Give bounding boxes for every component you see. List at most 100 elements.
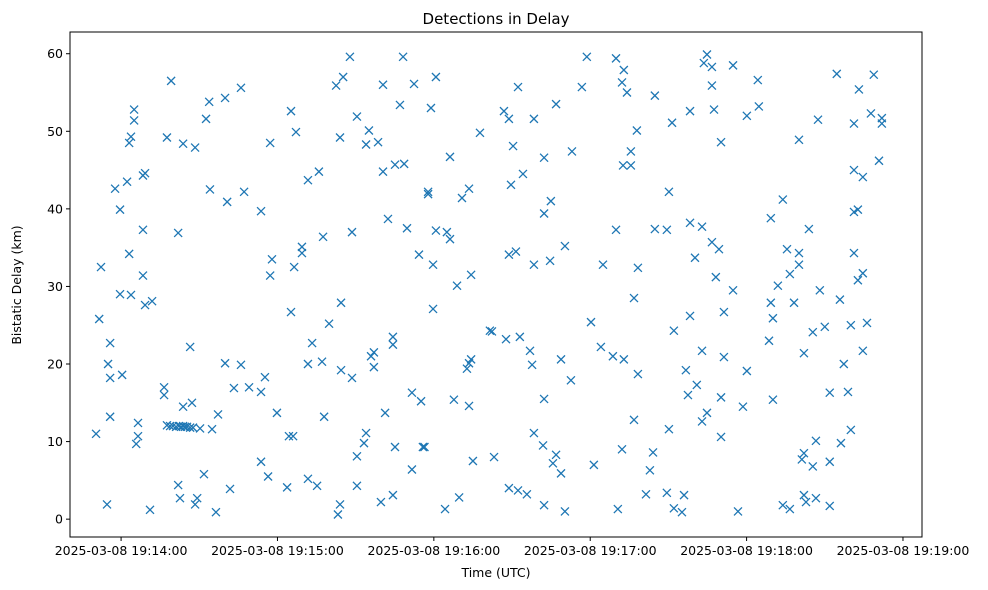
data-point-marker [454,492,464,502]
data-point-marker [204,97,214,107]
data-point-marker [619,354,629,364]
data-point-marker [318,232,328,242]
data-point-marker [124,138,134,148]
data-point-marker [825,501,835,511]
data-point-marker [567,147,577,156]
data-point-marker [874,156,884,166]
data-point-marker [140,168,150,178]
data-point-marker [617,77,627,87]
data-point-marker [124,249,134,259]
data-point-marker [716,137,726,147]
data-point-marker [487,326,497,336]
data-point-marker [586,317,596,327]
data-point-marker [175,493,185,503]
data-points [91,50,887,519]
data-point-marker [201,114,211,124]
data-point-marker [423,187,433,197]
data-point-marker [645,465,655,475]
data-point-marker [808,461,818,471]
data-point-marker [419,442,429,452]
data-point-marker [785,269,795,279]
data-point-marker [709,105,719,115]
data-point-marker [445,234,455,244]
data-point-marker [501,334,511,344]
data-point-marker [390,442,400,452]
data-point-marker [697,222,707,232]
data-point-marker [286,307,296,317]
data-point-marker [129,105,139,115]
data-point-marker [551,99,561,109]
data-point-marker [773,281,783,291]
data-point-marker [766,298,776,308]
y-tick-label: 60 [47,46,63,61]
y-tick-label: 10 [47,434,63,449]
data-point-marker [702,408,712,418]
data-point-marker [489,452,499,462]
data-point-marker [225,484,235,494]
y-tick-label: 30 [47,279,63,294]
data-point-marker [801,497,811,507]
data-point-marker [846,320,856,330]
data-point-marker [347,373,357,383]
data-point-marker [690,253,700,263]
data-point-marker [545,256,555,266]
data-point-marker [140,300,150,310]
data-point-marker [869,70,879,80]
data-point-marker [539,394,549,404]
data-point-marker [582,52,592,62]
data-point-marker [418,442,428,452]
data-point-marker [220,358,230,368]
data-point-marker [862,318,872,328]
data-point-marker [669,326,679,336]
data-point-marker [91,429,101,439]
data-point-marker [804,224,814,234]
data-point-marker [711,272,721,282]
plot-frame [69,31,923,538]
data-point-marker [849,165,859,175]
data-point-marker [546,196,556,206]
data-point-marker [538,441,548,450]
data-point-marker [333,510,343,519]
data-point-marker [702,50,712,59]
data-point-marker [619,65,629,75]
data-point-marker [284,431,294,441]
data-point-marker [126,132,136,142]
data-point-marker [359,438,369,448]
data-point-marker [566,375,576,385]
data-point-marker [188,423,198,433]
data-point-marker [560,241,570,251]
data-point-marker [159,390,169,400]
chart-title: Detections in Delay [423,10,570,28]
data-point-marker [211,507,221,517]
data-point-marker [126,290,136,300]
data-point-marker [648,447,658,457]
data-point-marker [288,431,298,441]
data-point-marker [213,409,223,419]
data-point-marker [138,271,148,281]
data-point-marker [504,250,514,260]
data-point-marker [836,438,846,448]
data-point-marker [539,209,549,218]
data-point-marker [835,295,845,305]
data-point-marker [265,271,275,281]
data-point-marker [716,432,726,442]
data-point-marker [529,114,539,124]
data-point-marker [511,247,521,256]
data-point-marker [539,500,549,510]
data-point-marker [423,189,433,199]
data-point-marker [205,185,215,194]
data-point-marker [697,416,707,426]
data-point-marker [794,135,804,145]
y-axis-label: Bistatic Delay (km) [9,225,24,344]
data-point-marker [548,458,558,468]
data-point-marker [207,424,217,434]
data-point-marker [679,490,689,500]
data-point-marker [457,193,467,203]
data-point-marker [383,214,393,224]
data-point-marker [336,365,346,375]
data-point-marker [378,167,388,177]
data-point-marker [820,322,830,332]
data-point-marker [629,293,639,303]
data-point-marker [825,457,835,467]
data-point-marker [466,270,476,280]
